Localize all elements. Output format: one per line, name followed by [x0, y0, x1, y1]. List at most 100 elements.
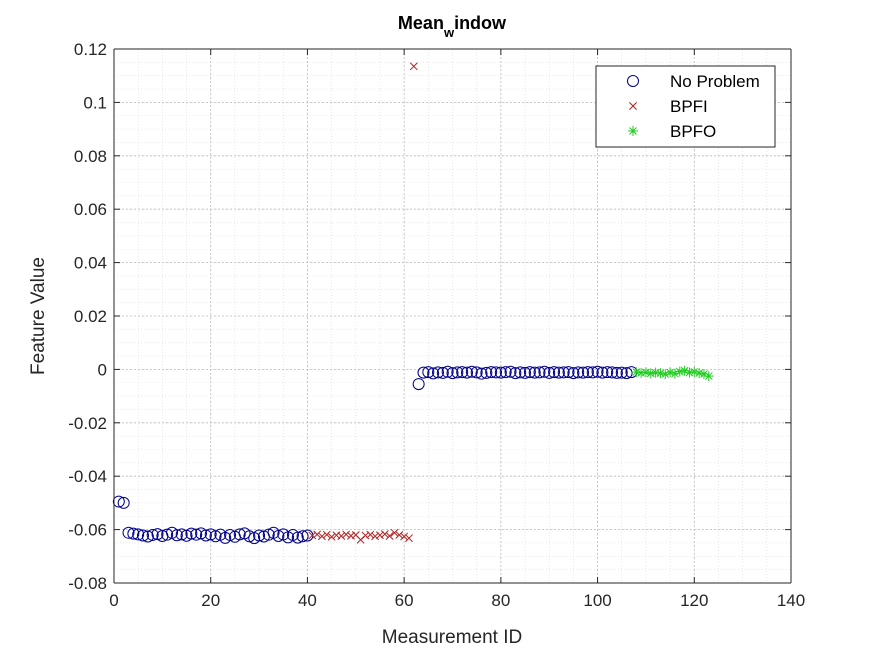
data-point-no-problem: [224, 528, 237, 541]
data-point-no-problem: [528, 366, 541, 379]
data-point-bpfi: [337, 532, 346, 540]
x-tick-label: 0: [109, 591, 118, 610]
data-point-no-problem: [475, 367, 488, 380]
data-point-no-problem: [127, 527, 140, 540]
data-point-no-problem: [446, 367, 459, 380]
legend-box: [595, 65, 776, 148]
data-point-no-problem: [185, 527, 198, 540]
data-point-no-problem: [610, 366, 623, 379]
data-point-no-problem: [562, 366, 575, 379]
legend-marker-bpfo: [628, 126, 638, 136]
data-point-bpfi-stroke: [361, 531, 370, 540]
data-point-no-problem: [451, 366, 464, 379]
data-point-bpfo-stroke: [690, 367, 699, 376]
data-point-bpfi: [317, 532, 326, 541]
data-point-no-problem: [151, 528, 164, 541]
data-point-bpfi-stroke: [400, 532, 409, 541]
chart-title-subscript: w: [443, 25, 455, 40]
data-point-bpfi-stroke: [342, 530, 351, 539]
data-point-no-problem: [146, 528, 159, 541]
legend-marker-bpfi-stroke: [629, 102, 637, 110]
data-point-bpfo: [703, 371, 714, 382]
legend-label-no-problem: No Problem: [670, 72, 760, 91]
data-point-no-problem: [601, 366, 614, 379]
data-point-no-problem: [557, 366, 570, 379]
data-point-no-problem: [509, 367, 522, 380]
x-tick-label: 100: [583, 591, 611, 610]
data-point-no-problem: [204, 528, 217, 541]
data-point-no-problem: [504, 365, 517, 378]
data-point-no-problem: [581, 366, 594, 379]
data-point-bpfi-stroke: [390, 528, 399, 537]
data-point-bpfi-stroke: [376, 531, 384, 540]
legend: No Problem BPFI BPFO: [595, 65, 776, 148]
data-point-bpfi: [400, 532, 409, 541]
data-point-no-problem: [112, 495, 125, 508]
y-tick-label: 0.06: [74, 200, 107, 219]
data-point-bpfi-stroke: [409, 62, 418, 71]
data-point-bpfi-stroke: [371, 532, 380, 541]
data-point-no-problem: [272, 530, 285, 543]
data-point-bpfi-stroke: [322, 530, 331, 539]
chart-title-rest: indow: [454, 13, 507, 33]
x-tick-label: 40: [298, 591, 317, 610]
data-point-bpfo-stroke: [646, 369, 655, 378]
data-point-bpfi: [380, 530, 389, 539]
data-point-no-problem: [117, 496, 130, 509]
data-point-bpfi: [313, 530, 322, 539]
data-point-no-problem: [122, 526, 135, 539]
data-point-bpfi-stroke: [366, 530, 375, 539]
data-point-bpfi: [327, 532, 336, 541]
data-point-bpfi-stroke: [380, 530, 389, 539]
data-point-no-problem: [441, 365, 454, 378]
data-point-no-problem: [243, 530, 256, 543]
data-point-no-problem: [436, 366, 449, 379]
data-point-no-problem: [543, 366, 556, 379]
data-point-no-problem: [427, 367, 440, 380]
y-tick-label: -0.02: [68, 414, 107, 433]
data-point-no-problem: [494, 366, 507, 379]
data-point-no-problem: [533, 366, 546, 379]
y-tick-label: 0: [98, 360, 107, 379]
data-point-bpfi: [361, 531, 370, 540]
legend-marker-bpfi: [629, 102, 637, 110]
data-point-no-problem: [591, 365, 604, 378]
data-point-no-problem: [296, 530, 309, 543]
y-tick-label: -0.06: [68, 521, 107, 540]
data-point-bpfi-stroke: [317, 532, 326, 541]
data-point-no-problem: [461, 366, 474, 379]
data-point-no-problem: [209, 530, 222, 543]
data-point-no-problem: [132, 528, 145, 541]
data-point-no-problem: [141, 530, 154, 543]
axes: [113, 48, 792, 584]
data-point-bpfi: [346, 531, 355, 540]
data-point-no-problem: [552, 366, 565, 379]
data-point-bpfo-stroke: [656, 369, 665, 377]
y-tick-label: 0.12: [74, 40, 107, 59]
data-point-bpfo-stroke: [700, 370, 708, 378]
y-axis-label: Feature Value: [28, 257, 49, 375]
data-point-no-problem: [262, 528, 275, 541]
data-point-no-problem: [606, 366, 619, 379]
data-point-bpfi: [342, 530, 351, 539]
data-point-no-problem: [170, 529, 183, 542]
data-point-bpfo-stroke: [642, 368, 650, 377]
data-point-no-problem: [175, 528, 188, 541]
data-point-bpfo-stroke: [680, 366, 689, 375]
legend-marker-bpfo-stroke: [629, 127, 637, 135]
data-point-bpfi-stroke: [337, 532, 346, 540]
data-point-no-problem: [596, 366, 609, 379]
data-point-bpfo-stroke: [675, 367, 684, 376]
data-point-no-problem: [615, 366, 628, 379]
x-tick-label: 140: [777, 591, 805, 610]
data-point-bpfi: [308, 531, 317, 540]
data-point-bpfi: [332, 531, 341, 540]
data-point-bpfo-stroke: [704, 372, 713, 380]
x-tick-label: 60: [395, 591, 414, 610]
x-axis-label: Measurement ID: [382, 627, 522, 648]
data-point-bpfi-stroke: [385, 532, 394, 540]
x-tick-label: 20: [201, 591, 220, 610]
data-point-no-problem: [456, 366, 469, 379]
data-points: [112, 62, 714, 545]
